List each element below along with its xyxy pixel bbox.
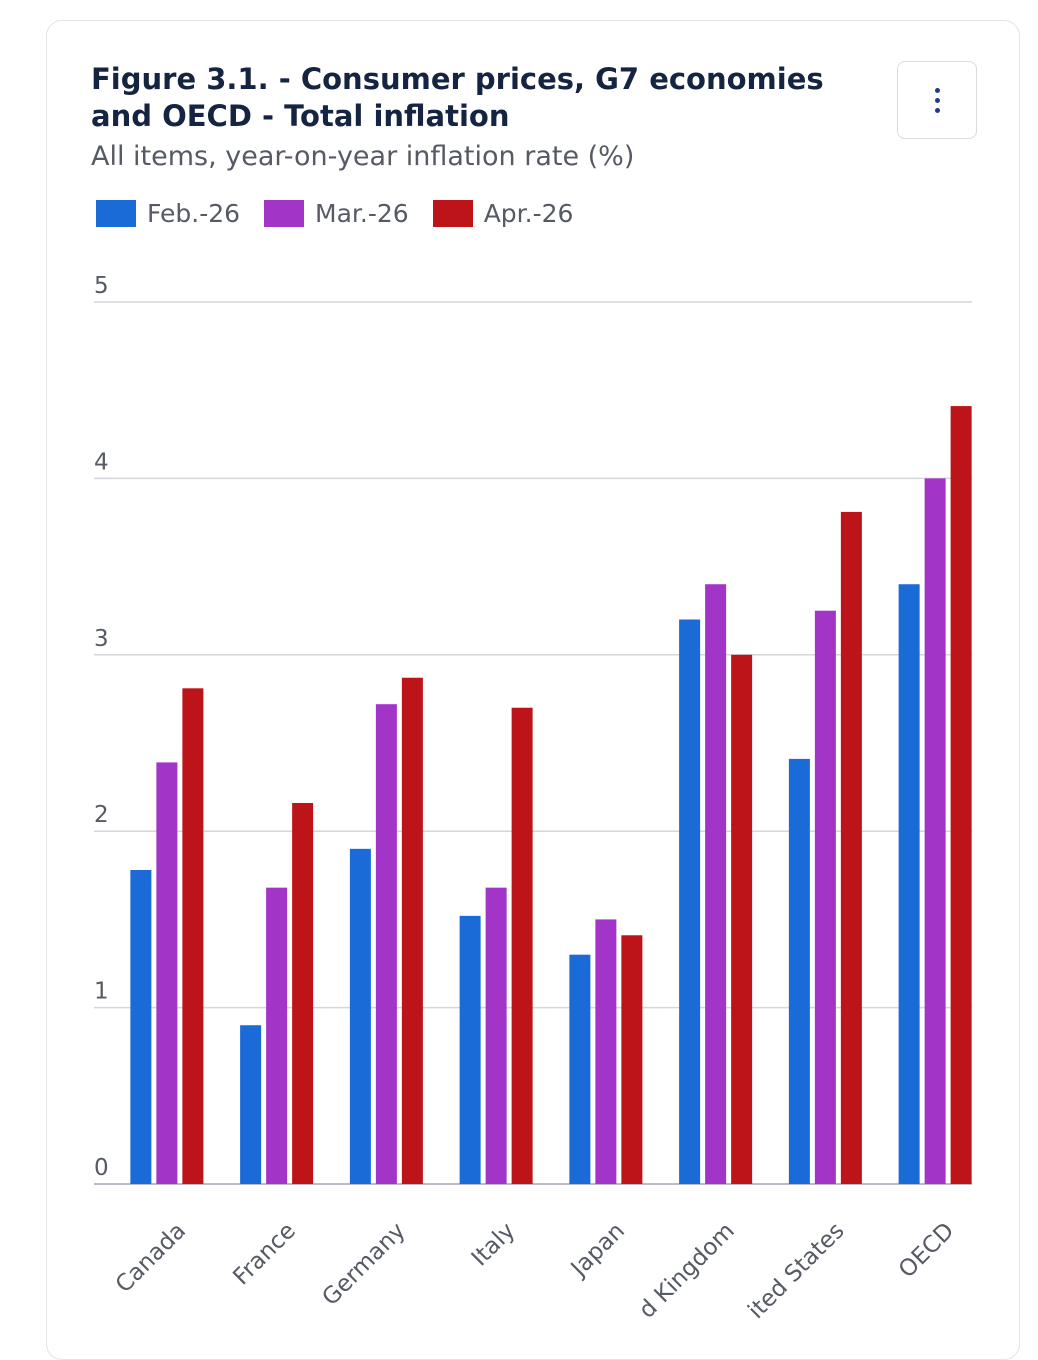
- bars: [130, 406, 972, 1184]
- y-tick-label: 1: [94, 979, 109, 1005]
- y-tick-label: 5: [94, 273, 109, 299]
- bar-6-2[interactable]: [840, 511, 862, 1184]
- legend-swatch-feb: [96, 200, 136, 227]
- legend-swatch-apr: [432, 200, 473, 227]
- y-tick-label: 2: [94, 802, 109, 828]
- bar-1-1[interactable]: [266, 887, 288, 1184]
- x-category-label: OECD: [894, 1218, 959, 1283]
- bar-4-0[interactable]: [569, 954, 591, 1184]
- bar-4-2[interactable]: [621, 935, 643, 1184]
- bar-5-2[interactable]: [731, 654, 753, 1184]
- x-category-label: Japan: [565, 1218, 630, 1283]
- kebab-icon: [934, 87, 940, 113]
- y-axis-ticks: 0 1 2 3 4 5: [94, 273, 109, 1181]
- x-category-label: ited States: [743, 1218, 849, 1323]
- chart-subtitle: All items, year-on-year inflation rate (…: [91, 141, 635, 172]
- bar-2-1[interactable]: [375, 704, 397, 1184]
- legend-item-apr[interactable]: Apr.-26: [432, 199, 574, 228]
- x-category-label: Italy: [467, 1218, 521, 1272]
- legend-item-mar[interactable]: Mar.-26: [264, 199, 409, 228]
- bar-6-1[interactable]: [814, 610, 836, 1184]
- chart-legend: Feb.-26 Mar.-26 Apr.-26: [96, 199, 597, 228]
- bar-2-0[interactable]: [349, 848, 371, 1184]
- bar-3-0[interactable]: [459, 915, 481, 1184]
- bar-7-0[interactable]: [898, 584, 920, 1184]
- bar-3-2[interactable]: [511, 707, 533, 1184]
- y-tick-label: 0: [94, 1155, 109, 1181]
- x-category-label: France: [228, 1218, 300, 1290]
- chart-title: Figure 3.1. - Consumer prices, G7 econom…: [91, 62, 824, 133]
- chart-menu-button[interactable]: [897, 61, 977, 139]
- legend-label-mar: Mar.-26: [315, 199, 409, 228]
- bar-5-1[interactable]: [705, 584, 727, 1184]
- x-category-label: Germany: [317, 1218, 410, 1311]
- bar-7-2[interactable]: [950, 406, 972, 1184]
- bar-6-0[interactable]: [788, 758, 810, 1184]
- bar-3-1[interactable]: [485, 887, 507, 1184]
- bar-1-0[interactable]: [240, 1025, 262, 1184]
- legend-label-feb: Feb.-26: [147, 199, 241, 228]
- bar-0-0[interactable]: [130, 870, 152, 1184]
- bar-4-1[interactable]: [595, 919, 617, 1184]
- y-tick-label: 3: [94, 626, 109, 652]
- bar-7-1[interactable]: [924, 478, 946, 1184]
- legend-item-feb[interactable]: Feb.-26: [96, 199, 240, 228]
- y-tick-label: 4: [94, 449, 109, 475]
- bar-0-2[interactable]: [182, 688, 204, 1184]
- bar-1-2[interactable]: [292, 802, 314, 1184]
- grid-lines: [94, 301, 972, 1185]
- bar-chart: 0 1 2 3 4 5 Canada France Germany Italy Japan d Ki…: [94, 273, 972, 1323]
- bar-2-2[interactable]: [401, 677, 423, 1184]
- x-category-label: Canada: [111, 1218, 191, 1298]
- bar-0-1[interactable]: [156, 762, 178, 1184]
- legend-label-apr: Apr.-26: [483, 199, 574, 228]
- x-category-label: d Kingdom: [634, 1218, 740, 1323]
- x-axis-labels: Canada France Germany Italy Japan d Kingdom it…: [111, 1218, 960, 1323]
- legend-swatch-mar: [264, 200, 305, 227]
- bar-5-0[interactable]: [679, 619, 701, 1184]
